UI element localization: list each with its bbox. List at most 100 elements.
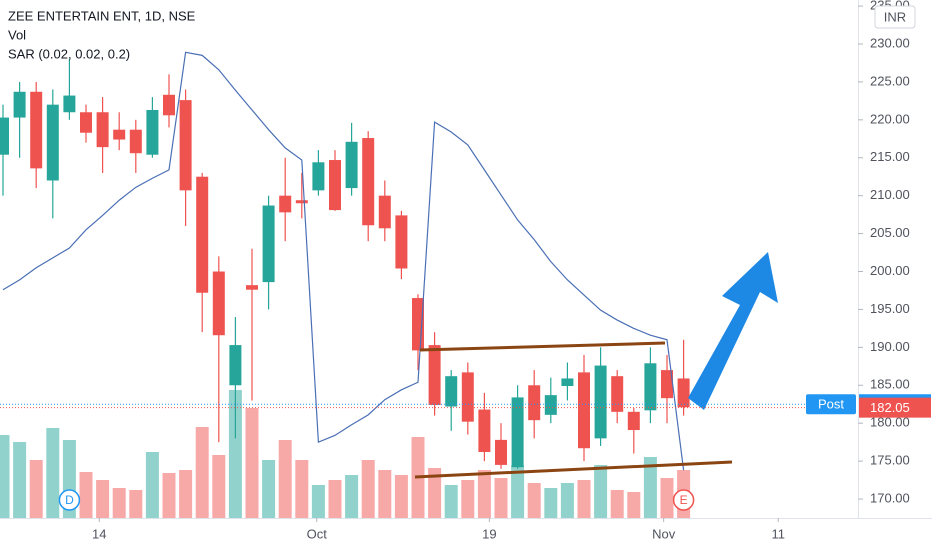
candle-body (229, 345, 242, 386)
volume-bar (345, 475, 359, 518)
candle-body (627, 411, 640, 431)
y-tick-label: 215.00 (870, 149, 910, 164)
volume-bar (378, 470, 392, 518)
y-tick-label: 170.00 (870, 490, 910, 505)
candle-body (329, 160, 341, 211)
volume-layer (0, 390, 691, 518)
volume-bar (328, 480, 342, 518)
candle-body (13, 91, 26, 118)
candle-body (445, 376, 458, 407)
volume-bar (394, 475, 408, 518)
x-tick-label: 14 (92, 526, 106, 541)
candle-body (478, 409, 491, 453)
candle-body (594, 365, 607, 439)
candle-body (46, 104, 59, 181)
candle-body (96, 112, 109, 148)
volume-bar (494, 478, 508, 518)
volume-bar (145, 452, 159, 518)
candle-body (312, 162, 325, 191)
volume-bar (212, 455, 226, 518)
candle-body (80, 112, 92, 133)
volume-bar (610, 490, 624, 518)
volume-bar (461, 480, 475, 518)
candle-body (528, 385, 541, 421)
resistance-line (419, 341, 666, 352)
volume-bar (96, 480, 110, 518)
candle-body (428, 345, 441, 405)
volume-bar (627, 492, 641, 518)
volume-bar (79, 472, 93, 518)
candle-body (378, 195, 391, 229)
last-price-value: 182.05 (870, 400, 910, 415)
volume-bar (444, 485, 458, 518)
candle-body (578, 372, 590, 449)
volume-bar (428, 468, 442, 518)
y-tick-label: 210.00 (870, 187, 910, 202)
volume-bar (0, 435, 10, 518)
candle-body (511, 397, 524, 468)
candle-body (196, 176, 209, 293)
candle-body (129, 129, 142, 154)
currency: INR (884, 9, 906, 24)
volume-bar (228, 390, 242, 518)
volume-bar (361, 460, 375, 518)
candle-body (461, 372, 474, 422)
volume-bar (112, 488, 126, 518)
volume-bar (179, 470, 193, 518)
x-tick-label: Oct (307, 526, 328, 541)
x-tick-label: Nov (652, 526, 676, 541)
volume-bar (643, 457, 657, 518)
legend-sar: SAR (0.02, 0.02, 0.2) (8, 46, 130, 61)
candle-body (179, 100, 192, 191)
post-label: Post (818, 397, 844, 412)
volume-bar (13, 442, 27, 518)
event-marker (58, 489, 81, 511)
y-tick-label: 180.00 (870, 415, 910, 430)
volume-bar (262, 460, 276, 518)
volume-bar (560, 483, 574, 518)
volume-bar (245, 408, 259, 518)
volume-bar (311, 485, 325, 518)
legend-vol: Vol (8, 27, 26, 42)
candle-body (279, 195, 292, 213)
volume-bar (162, 473, 176, 518)
chart-title: ZEE ENTERTAIN ENT, 1D, NSE (8, 8, 196, 23)
y-tick-label: 230.00 (870, 35, 910, 50)
candle-body (561, 378, 574, 387)
y-tick-label: 175.00 (870, 453, 910, 468)
x-tick-label: 19 (482, 526, 496, 541)
x-tick-label: 11 (771, 526, 785, 541)
volume-bar (278, 440, 292, 518)
candle-body (677, 378, 690, 408)
y-tick-label: 195.00 (870, 301, 910, 316)
volume-bar (511, 465, 525, 518)
candle-body (395, 215, 408, 269)
sar-line (2, 51, 685, 471)
price-layer (0, 51, 690, 471)
candle-body (146, 109, 159, 155)
y-tick-label: 185.00 (870, 377, 910, 392)
volume-bar (527, 483, 541, 518)
candle-body (295, 200, 308, 204)
event-label: E (680, 493, 688, 507)
currency-box[interactable] (874, 5, 916, 29)
post-label-bg (806, 394, 856, 415)
candle-body (644, 363, 657, 411)
candle-body (362, 138, 375, 226)
y-tick-label: 190.00 (870, 339, 910, 354)
volume-bar (577, 480, 591, 518)
support-line (414, 460, 733, 479)
candle-body (611, 376, 624, 412)
candle-body (661, 370, 673, 399)
y-tick-label: 225.00 (870, 73, 910, 88)
candle-body (212, 271, 225, 336)
y-tick-label: 220.00 (870, 111, 910, 126)
candle-body (544, 395, 557, 415)
candle-body (246, 285, 258, 290)
volume-bar (129, 490, 143, 518)
candle-body (63, 95, 76, 113)
candle-body (0, 117, 9, 155)
event-marker (672, 489, 695, 511)
